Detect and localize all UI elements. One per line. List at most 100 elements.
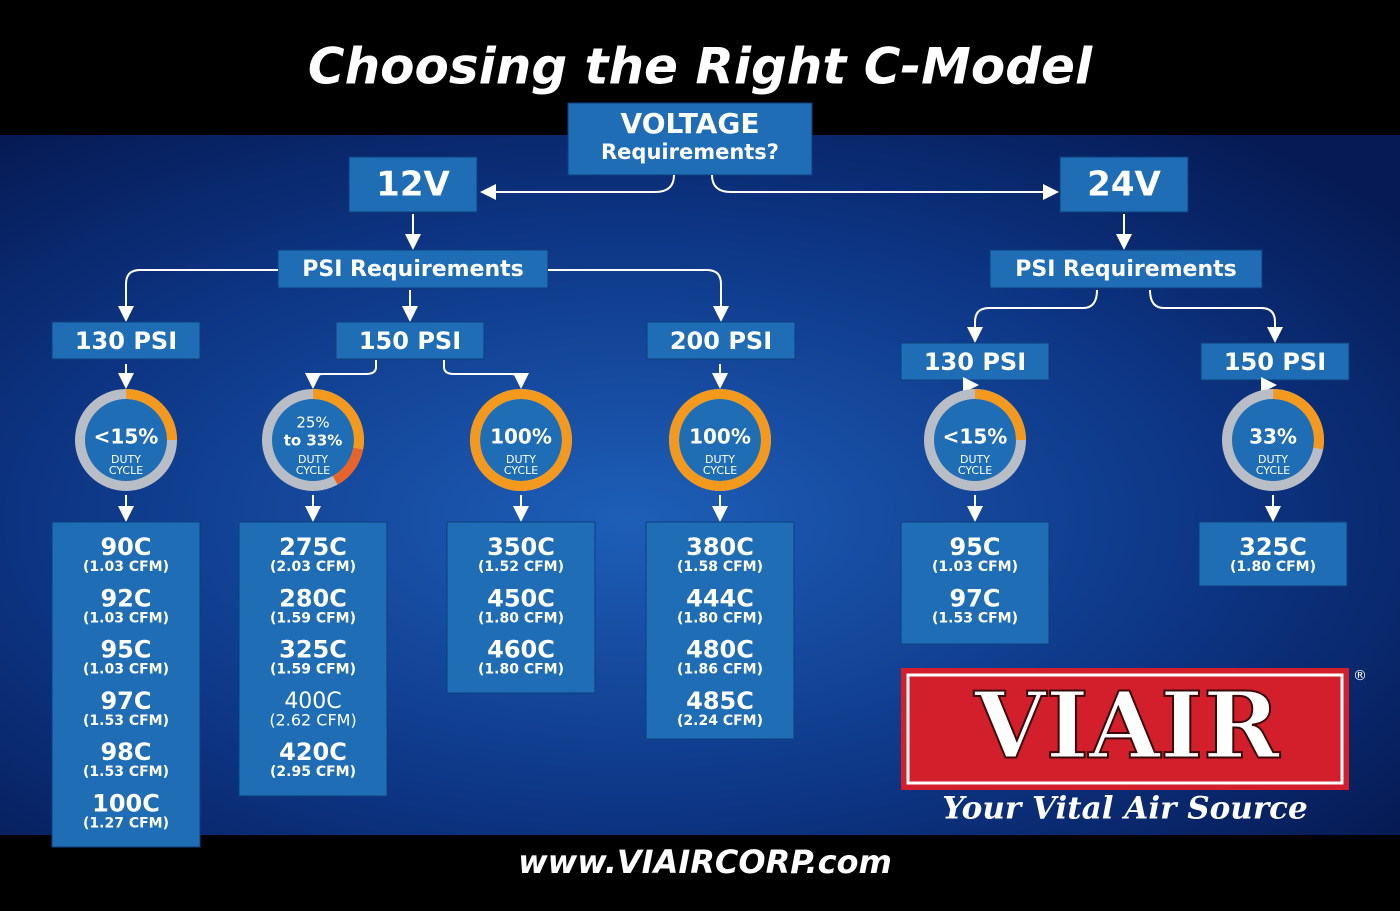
- voltage-label: 12V: [376, 165, 450, 205]
- connector: [480, 174, 675, 200]
- duty-caption: CYCLE: [703, 464, 737, 477]
- model-box: [900, 521, 1050, 645]
- model-cfm: (1.27 CFM): [83, 816, 169, 832]
- voltage-box: [348, 156, 478, 213]
- model-cfm: (1.03 CFM): [83, 559, 169, 575]
- model-name: 444C: [686, 584, 754, 612]
- psi-box: [646, 321, 796, 360]
- psi-box: [900, 342, 1050, 381]
- model-name: 90C: [100, 533, 151, 561]
- model-cfm: (1.53 CFM): [83, 764, 169, 780]
- root-line2: Requirements?: [601, 140, 779, 164]
- model-name: 480C: [686, 636, 754, 664]
- duty-caption: DUTY: [960, 453, 990, 466]
- model-name: 97C: [100, 687, 151, 715]
- voltage-label: 24V: [1087, 165, 1161, 205]
- duty-arc: [470, 389, 572, 491]
- psi-req-box: [989, 249, 1263, 289]
- duty-value: 25%: [296, 414, 329, 432]
- model-name: 100C: [92, 790, 160, 818]
- model-name: 97C: [949, 584, 1000, 612]
- voltage-box: [1059, 156, 1189, 213]
- model-name: 460C: [487, 636, 555, 664]
- model-cfm: (1.80 CFM): [1230, 559, 1316, 575]
- duty-caption: CYCLE: [1256, 464, 1290, 477]
- model-cfm: (1.03 CFM): [83, 610, 169, 626]
- duty-caption: DUTY: [298, 453, 328, 466]
- model-cfm: (1.80 CFM): [677, 610, 763, 626]
- psi-label: 130 PSI: [75, 327, 177, 355]
- model-cfm: (2.24 CFM): [677, 713, 763, 729]
- model-box: [1198, 521, 1348, 587]
- psi-label: 150 PSI: [1224, 348, 1326, 376]
- psi-req-label: PSI Requirements: [1015, 257, 1237, 282]
- model-name: 420C: [279, 738, 347, 766]
- duty-value: 33%: [1249, 425, 1297, 449]
- model-cfm: (1.52 CFM): [478, 559, 564, 575]
- model-cfm: (1.80 CFM): [478, 610, 564, 626]
- connector: [118, 269, 278, 322]
- model-cfm: (2.95 CFM): [270, 764, 356, 780]
- duty-caption: CYCLE: [109, 464, 143, 477]
- psi-label: 130 PSI: [924, 348, 1026, 376]
- model-name: 485C: [686, 687, 754, 715]
- duty-value: to 33%: [284, 432, 343, 450]
- model-cfm: (1.03 CFM): [932, 559, 1018, 575]
- model-cfm: (1.80 CFM): [478, 662, 564, 678]
- model-name: 280C: [279, 584, 347, 612]
- connector: [967, 289, 1098, 343]
- logo-registered: ®: [1353, 668, 1367, 684]
- logo-brand: VIAIR: [973, 672, 1280, 780]
- model-box: [51, 521, 201, 848]
- duty-caption: DUTY: [506, 453, 536, 466]
- duty-value: <15%: [94, 425, 159, 449]
- psi-req-label: PSI Requirements: [302, 257, 524, 282]
- duty-arc: [332, 447, 364, 485]
- model-cfm: (1.53 CFM): [83, 713, 169, 729]
- model-box: [446, 521, 596, 694]
- psi-label: 150 PSI: [359, 327, 461, 355]
- psi-label: 200 PSI: [670, 327, 772, 355]
- duty-caption: DUTY: [1258, 453, 1288, 466]
- model-name: 380C: [686, 533, 754, 561]
- model-name: 450C: [487, 584, 555, 612]
- model-cfm: (2.03 CFM): [270, 559, 356, 575]
- connector: [305, 360, 377, 389]
- model-name: 275C: [279, 533, 347, 561]
- model-cfm: (1.03 CFM): [83, 662, 169, 678]
- duty-arc: [669, 389, 771, 491]
- duty-arc: [1272, 389, 1324, 450]
- model-name: 92C: [100, 584, 151, 612]
- connector: [548, 269, 729, 322]
- connector: [1149, 289, 1283, 343]
- psi-box: [1200, 342, 1350, 381]
- model-name: 350C: [487, 533, 555, 561]
- duty-arc: [312, 389, 364, 450]
- duty-caption: DUTY: [705, 453, 735, 466]
- model-cfm: (1.53 CFM): [932, 610, 1018, 626]
- model-cfm: (2.62 CFM): [269, 710, 356, 729]
- connector: [443, 360, 529, 389]
- model-cfm: (1.58 CFM): [677, 559, 763, 575]
- psi-req-box: [277, 249, 549, 289]
- duty-arc: [974, 389, 1026, 441]
- root-box: [567, 102, 813, 176]
- model-name: 98C: [100, 738, 151, 766]
- logo-border: [906, 673, 1344, 785]
- model-name: 95C: [949, 533, 1000, 561]
- duty-value: 100%: [689, 425, 751, 449]
- title: Choosing the Right C-Model: [308, 38, 1093, 96]
- model-cfm: (1.59 CFM): [270, 662, 356, 678]
- model-box: [645, 521, 795, 740]
- model-box: [238, 521, 388, 797]
- logo-tagline: Your Vital Air Source: [942, 791, 1308, 827]
- model-name: 325C: [1239, 533, 1307, 561]
- logo: VIAIR ® Your Vital Air Source: [901, 668, 1367, 827]
- duty-value: 100%: [490, 425, 552, 449]
- model-name: 400C: [284, 689, 341, 714]
- logo-bg: [901, 668, 1349, 790]
- connector: [711, 174, 1059, 200]
- duty-arc: [125, 389, 177, 441]
